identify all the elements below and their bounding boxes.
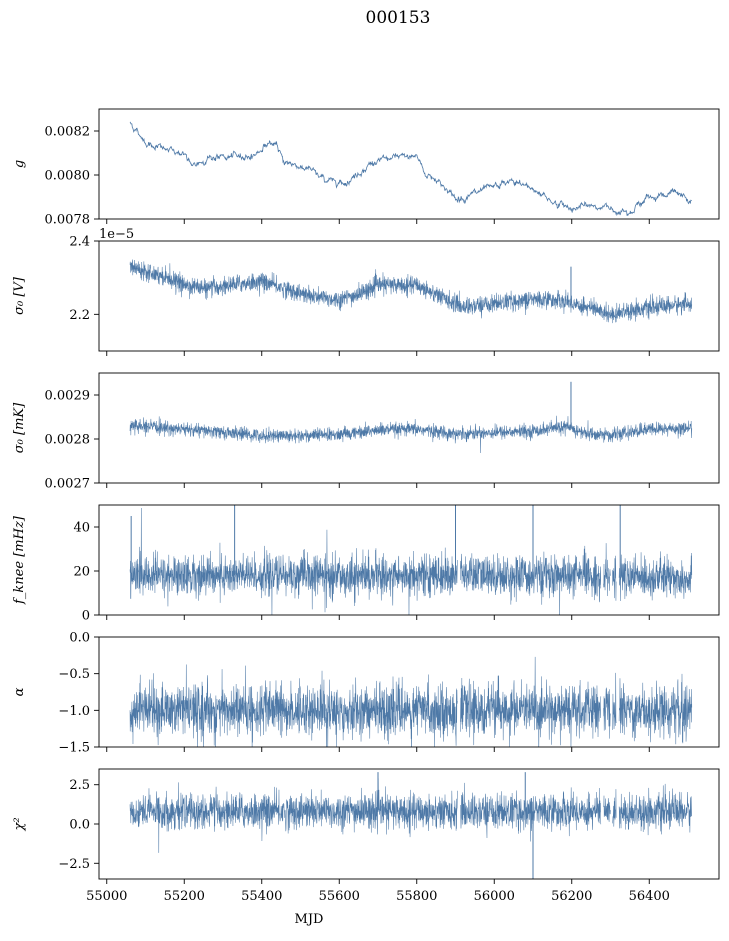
series-line [129, 415, 693, 453]
x-tick-label: 55400 [241, 889, 282, 904]
series-line [129, 656, 693, 747]
y-axis-label: χ² [12, 817, 27, 831]
x-tick-label: 56400 [629, 889, 670, 904]
panel-6: −2.5 0.0 2.5 55000 55200 55400 55600 55800 56000… [12, 768, 720, 927]
series-line [129, 778, 693, 853]
y-axis-label: α [12, 687, 27, 696]
y-tick-label: 2.2 [69, 308, 90, 323]
series-line [129, 259, 693, 324]
y-tick-label: −1.0 [58, 704, 90, 719]
panel-3: 0.0027 0.0028 0.0029 σ₀ [mK] [12, 372, 720, 492]
figure-title: 000153 [366, 8, 431, 28]
y-tick-label: 20 [73, 565, 90, 580]
y-tick-label: 0.0 [69, 631, 90, 646]
y-axis-label: g [12, 160, 27, 168]
y-axis-label: f_knee [mHz] [12, 515, 27, 605]
plot-frame [98, 636, 720, 748]
plot-frame [98, 108, 720, 220]
plot-frame [98, 504, 720, 616]
series-line [129, 121, 692, 217]
y-tick-label: 0.0080 [45, 169, 91, 184]
y-axis-label: σ₀ [mK] [12, 402, 27, 453]
x-tick-label: 55600 [319, 889, 360, 904]
y-tick-label: 40 [73, 521, 90, 536]
y-tick-label: 0.0027 [45, 477, 91, 492]
y-tick-label: 0.0 [69, 818, 90, 833]
y-axis-label: σ₀ [V] [12, 276, 27, 315]
x-tick-label: 55800 [396, 889, 437, 904]
y-tick-label: 2.5 [69, 778, 90, 793]
y-tick-label: 0 [82, 609, 90, 624]
x-tick-label: 55200 [164, 889, 205, 904]
y-offset-label: 1e−5 [99, 227, 134, 242]
plot-frame [98, 240, 720, 352]
y-tick-label: −2.5 [58, 857, 90, 872]
plot-frame [98, 372, 720, 484]
panel-5: −1.5 −1.0 −0.5 0.0 α [12, 631, 720, 756]
y-tick-label: −0.5 [58, 667, 90, 682]
y-tick-label: 0.0078 [45, 213, 91, 228]
panel-2: 2.2 2.4 1e−5 σ₀ [V] [12, 227, 720, 356]
y-tick-label: 2.4 [69, 235, 90, 250]
y-tick-label: 0.0028 [45, 433, 91, 448]
x-tick-label: 56000 [474, 889, 515, 904]
x-axis-label: MJD [295, 912, 324, 927]
x-tick-label: 56200 [551, 889, 592, 904]
series-line [129, 507, 693, 615]
x-tick-label: 55000 [86, 889, 127, 904]
y-tick-label: −1.5 [58, 741, 90, 756]
panel-1: 0.0078 0.0080 0.0082 g [12, 108, 720, 228]
y-tick-label: 0.0082 [45, 125, 91, 140]
panel-4: 0 20 40 f_knee [mHz] [12, 504, 720, 624]
y-tick-label: 0.0029 [45, 389, 91, 404]
